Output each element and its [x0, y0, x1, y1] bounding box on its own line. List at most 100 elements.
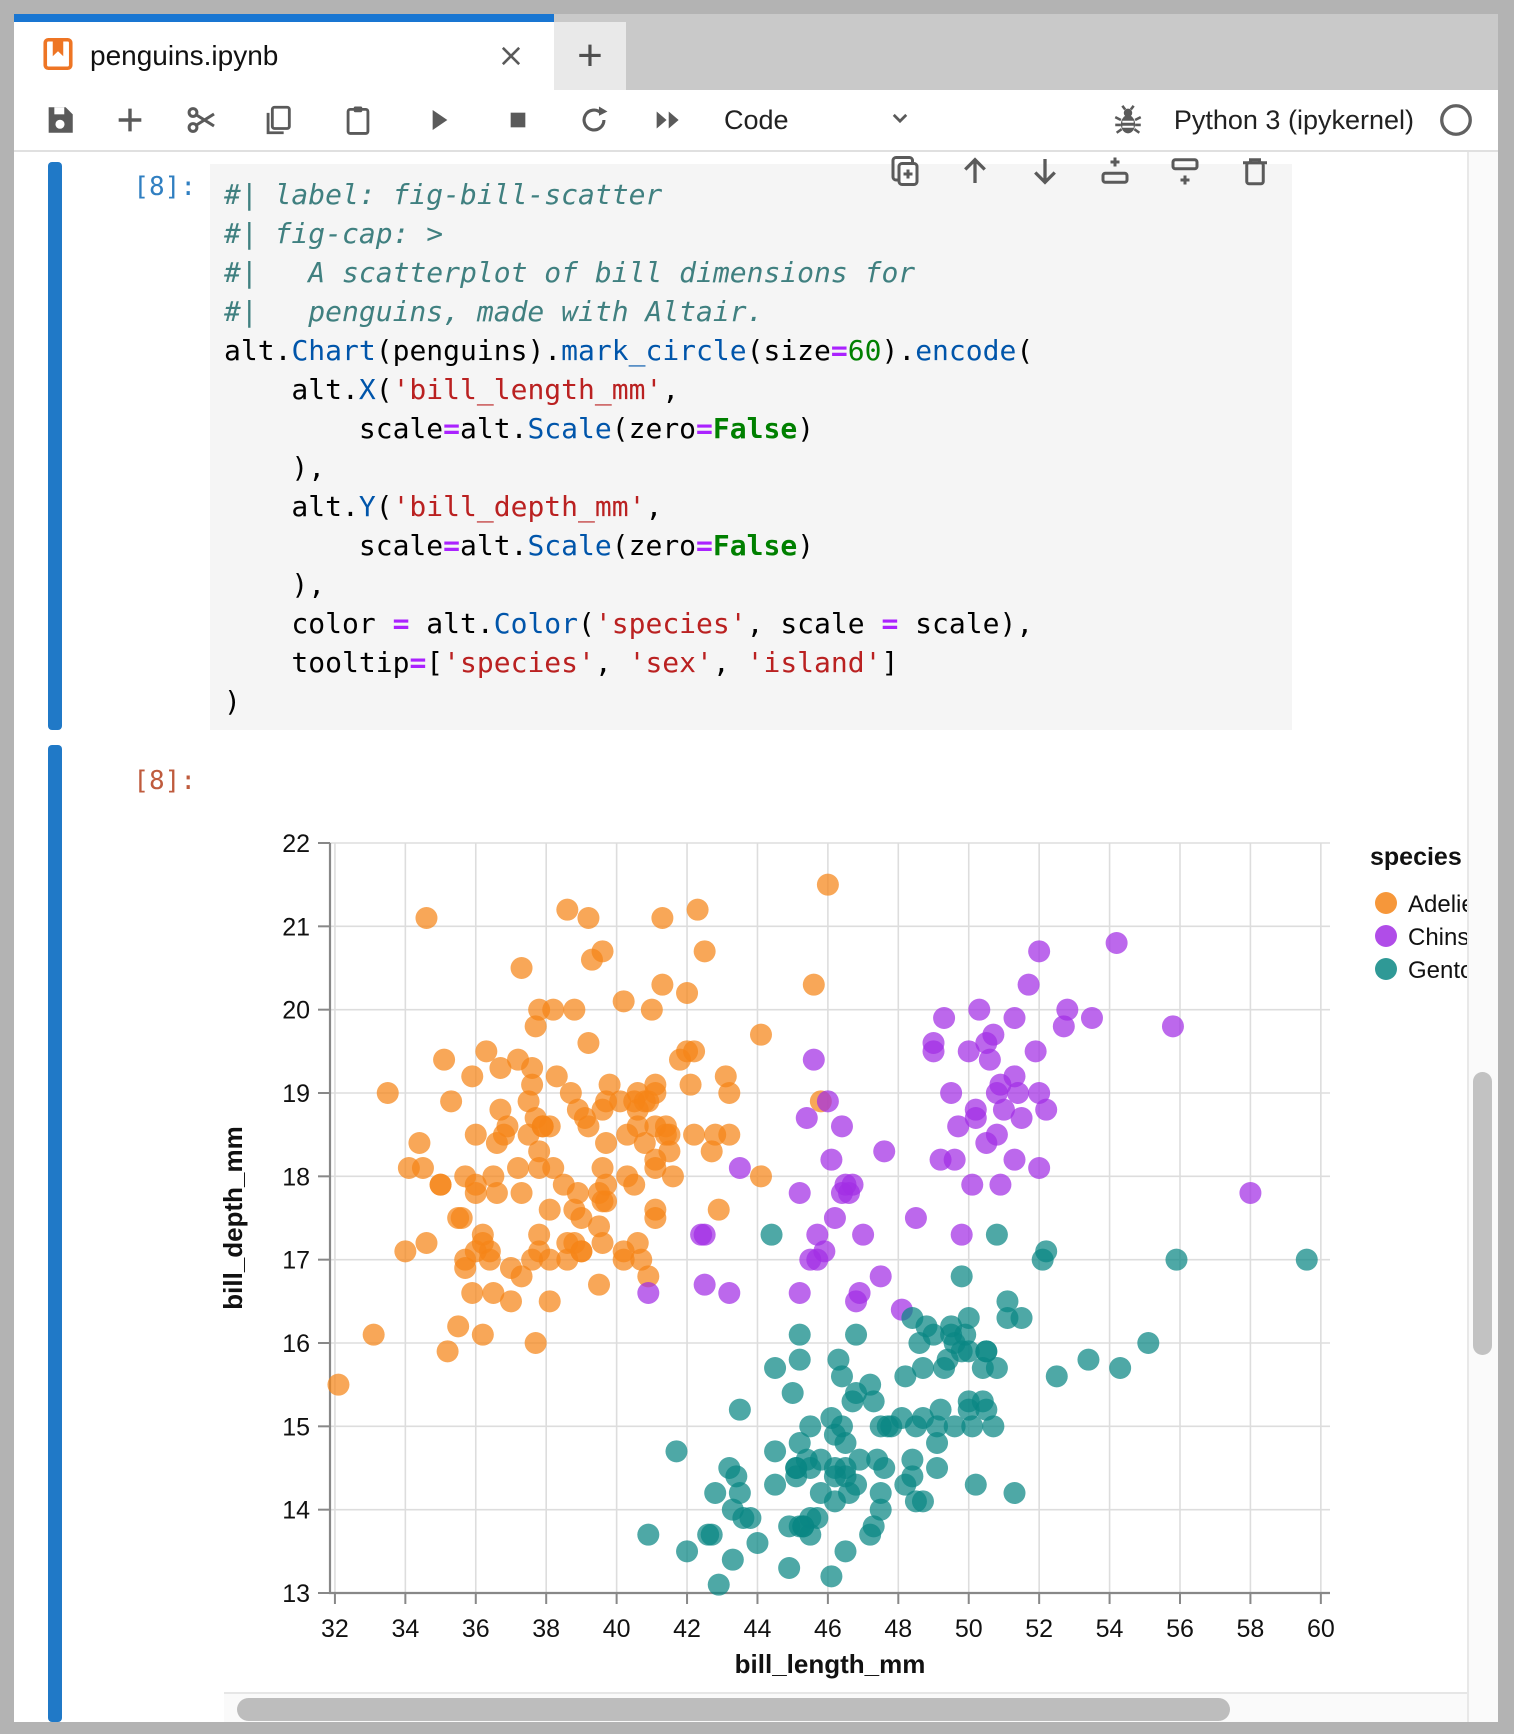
data-point-adelie	[447, 1315, 470, 1338]
data-point-adelie	[485, 1182, 508, 1204]
data-point-gentoo	[862, 1390, 885, 1413]
save-button[interactable]	[40, 100, 80, 140]
code-editor[interactable]: #| label: fig-bill-scatter #| fig-cap: > #…	[210, 164, 1292, 730]
y-tick-label: 15	[282, 1413, 310, 1441]
run-cell-button[interactable]	[418, 100, 458, 140]
insert-cell-below-button[interactable]	[1166, 154, 1204, 192]
data-point-adelie	[524, 1015, 547, 1038]
interrupt-kernel-button[interactable]	[498, 100, 538, 140]
data-point-adelie	[489, 1057, 512, 1079]
data-point-gentoo	[926, 1415, 949, 1438]
vertical-scrollbar-thumb[interactable]	[1473, 1072, 1492, 1355]
x-tick-label: 40	[603, 1615, 631, 1643]
move-cell-down-button[interactable]	[1026, 154, 1064, 192]
data-point-adelie	[577, 1115, 600, 1138]
data-point-chinstrap	[1239, 1182, 1262, 1204]
paste-cells-button[interactable]	[338, 100, 378, 140]
restart-run-all-button[interactable]	[648, 100, 688, 140]
kernel-name-button[interactable]: Python 3 (ipykernel)	[1173, 104, 1414, 135]
data-point-adelie	[433, 1048, 456, 1071]
data-point-adelie	[489, 1098, 512, 1121]
cut-cells-button[interactable]	[182, 100, 222, 140]
data-point-chinstrap	[830, 1115, 853, 1138]
data-point-chinstrap	[802, 1048, 825, 1071]
data-point-adelie	[538, 1248, 561, 1271]
data-point-gentoo	[806, 1507, 829, 1529]
code-line: #| fig-cap: >	[224, 217, 444, 250]
data-point-adelie	[362, 1323, 385, 1346]
notebook-panel: [8]: #| label: fig-bill-scatter #| fig-ca…	[14, 152, 1498, 1722]
y-tick-label: 14	[282, 1497, 310, 1525]
code-line: scale=alt.Scale(zero=False)	[224, 529, 815, 562]
data-point-chinstrap	[816, 1090, 839, 1113]
tab-bar: penguins.ipynb +	[14, 14, 1498, 90]
refresh-icon	[577, 103, 611, 137]
data-point-adelie	[542, 998, 565, 1021]
data-point-gentoo	[901, 1448, 924, 1471]
cell-toolbar	[886, 154, 1274, 192]
input-collapser[interactable]	[48, 162, 62, 730]
data-point-adelie	[700, 1140, 723, 1163]
data-point-adelie	[683, 1123, 706, 1146]
debugger-button[interactable]	[1108, 100, 1148, 140]
data-point-gentoo	[781, 1382, 804, 1404]
code-line: alt.Y('bill_depth_mm',	[224, 490, 663, 523]
arrow-up-icon	[957, 153, 993, 194]
x-tick-label: 42	[673, 1615, 701, 1643]
output-prompt: [8]:	[133, 766, 196, 796]
data-point-gentoo	[760, 1223, 783, 1246]
scissors-icon	[184, 102, 220, 138]
data-point-gentoo	[845, 1323, 868, 1346]
data-point-adelie	[440, 1090, 463, 1113]
data-point-gentoo	[728, 1398, 751, 1421]
data-point-chinstrap	[1010, 1107, 1033, 1129]
data-point-adelie	[612, 990, 635, 1013]
data-point-gentoo	[985, 1223, 1008, 1246]
data-point-gentoo	[764, 1473, 787, 1496]
data-point-adelie	[454, 1165, 477, 1188]
tab-penguins-ipynb[interactable]: penguins.ipynb	[14, 14, 554, 90]
data-point-gentoo	[954, 1323, 977, 1346]
duplicate-cell-button[interactable]	[886, 154, 924, 192]
plus-icon: +	[577, 31, 603, 80]
x-tick-label: 38	[532, 1615, 560, 1643]
output-collapser[interactable]	[48, 745, 62, 1722]
new-tab-button[interactable]: +	[554, 22, 626, 90]
insert-cell-button[interactable]	[110, 100, 150, 140]
bug-icon	[1111, 103, 1145, 137]
plus-icon	[113, 103, 147, 137]
data-point-gentoo	[830, 1365, 853, 1388]
restart-kernel-button[interactable]	[574, 100, 614, 140]
cell-type-dropdown[interactable]: Code	[724, 103, 915, 138]
data-point-gentoo	[929, 1398, 952, 1421]
horizontal-scrollbar-thumb[interactable]	[237, 1698, 1230, 1721]
close-tab-icon[interactable]	[494, 39, 528, 73]
data-point-chinstrap	[1028, 1157, 1051, 1179]
data-point-adelie	[816, 873, 839, 896]
x-tick-label: 46	[814, 1615, 842, 1643]
data-point-chinstrap	[806, 1248, 829, 1271]
insert-above-icon	[1097, 153, 1133, 194]
vertical-scrollbar-track[interactable]	[1467, 152, 1498, 1722]
toolbar-right-group: Python 3 (ipykernel)	[1108, 100, 1498, 140]
data-point-chinstrap	[961, 1173, 984, 1196]
code-line: alt.Chart(penguins).mark_circle(size=60)…	[224, 334, 1034, 367]
copy-cells-button[interactable]	[258, 100, 298, 140]
data-point-adelie	[644, 1157, 667, 1179]
data-point-chinstrap	[964, 1107, 987, 1129]
data-point-gentoo	[869, 1482, 892, 1504]
data-point-gentoo	[926, 1432, 949, 1454]
code-line: ),	[224, 568, 326, 601]
delete-cell-button[interactable]	[1236, 154, 1274, 192]
data-point-adelie	[464, 1240, 487, 1263]
data-point-adelie	[661, 1165, 684, 1188]
insert-cell-above-button[interactable]	[1096, 154, 1134, 192]
data-point-chinstrap	[1024, 1040, 1047, 1063]
move-cell-up-button[interactable]	[956, 154, 994, 192]
tab-title: penguins.ipynb	[90, 40, 279, 71]
data-point-gentoo	[961, 1415, 984, 1438]
y-tick-label: 13	[282, 1580, 310, 1608]
data-point-chinstrap	[989, 1173, 1012, 1196]
data-point-gentoo	[926, 1457, 949, 1479]
data-point-gentoo	[950, 1265, 973, 1288]
